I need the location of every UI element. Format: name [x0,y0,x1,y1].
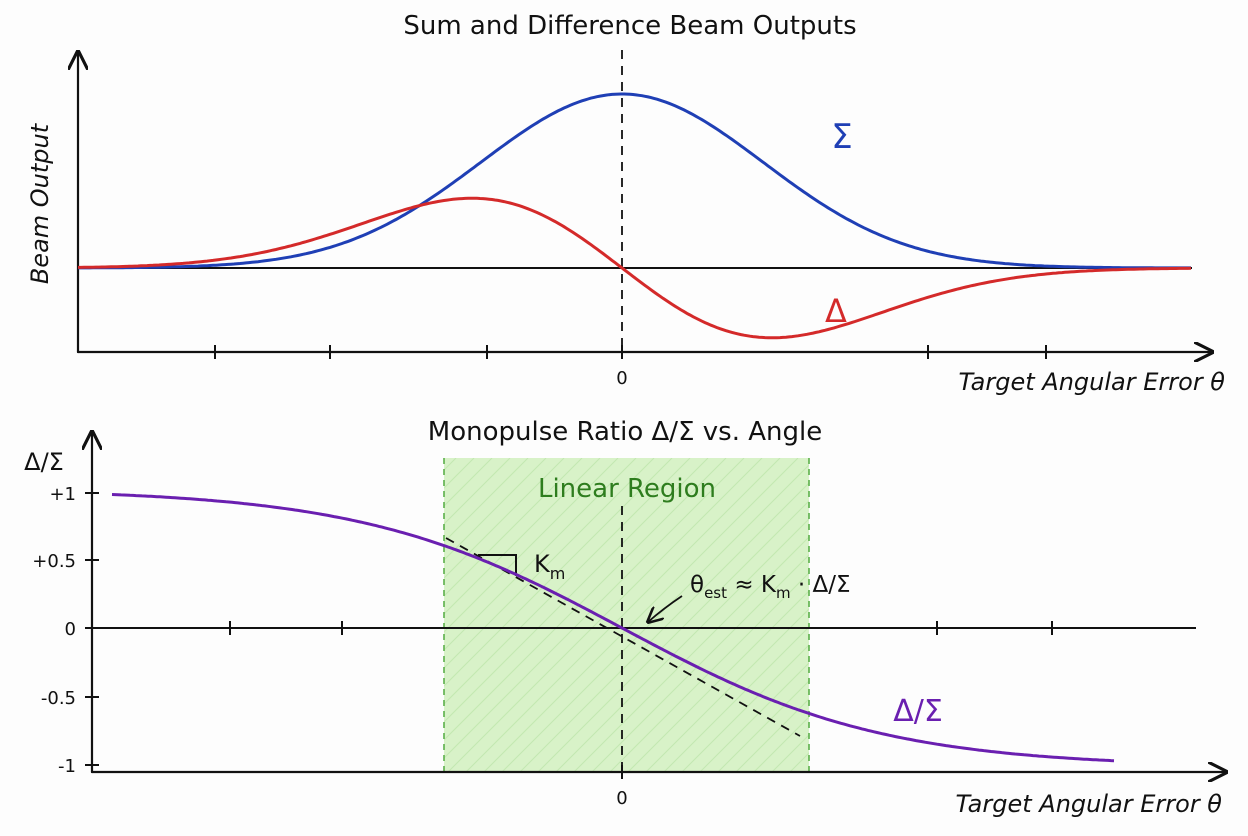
bottom-x-axis-label: Target Angular Error θ [956,790,1223,818]
hatch-line [444,458,529,543]
estimate-sub: est [704,584,727,602]
hatch-line [735,698,809,772]
linear-region-hatching [124,458,809,772]
hatch-line [444,458,709,723]
hatch-line [444,458,691,705]
ratio-curve-label: Δ/Σ [893,694,943,729]
hatch-line [444,458,727,741]
hatch-line [645,608,809,772]
hatch-line [444,458,565,579]
hatch-line [555,518,809,772]
top-panel: Sum and Difference Beam Outputs 0 Target… [26,11,1225,396]
estimate-sub2: m [776,584,791,602]
hatch-line [789,752,809,772]
hatch-line [444,458,655,669]
hatch-line [753,716,809,772]
estimate-formula: θest ≈ Km · Δ/Σ [690,572,851,602]
hatch-line [627,590,809,772]
hatch-line [444,458,583,597]
hatch-line [483,458,799,772]
hatch-line [609,572,809,772]
top-title: Sum and Difference Beam Outputs [403,11,856,41]
top-zero-tick-label: 0 [616,368,627,389]
slope-triangle [478,554,517,576]
estimate-approx-k: ≈ K [727,572,777,598]
linear-region-label: Linear Region [538,474,716,504]
bottom-panel: Monopulse Ratio Δ/Σ vs. Angle Linear Reg… [24,417,1226,818]
diff-curve-label: Δ [825,292,847,330]
hatch-line [444,458,457,471]
hatch-line [444,458,673,687]
bottom-zero-tick-label: 0 [616,788,627,809]
sum-beam-curve [78,92,1191,270]
hatch-line [681,644,809,772]
sum-curve-label: Σ [831,117,852,157]
ratio-curve [111,493,1115,763]
top-x-axis-label: Target Angular Error θ [959,368,1226,396]
hatch-line [519,482,809,772]
hatch-line [444,458,619,633]
hatch-line [699,662,809,772]
y-tick-label: 0 [65,619,76,640]
slope-label: Km [534,550,565,583]
hatch-line [807,770,809,772]
top-y-axis-label: Beam Output [26,122,54,284]
hatch-line [444,458,745,759]
slope-k: K [534,550,551,578]
hatch-line [444,458,637,651]
difference-beam-curve [78,196,1192,340]
slope-sub: m [550,564,566,583]
y-tick-label: -1 [58,756,76,777]
hatch-line [444,458,601,615]
hatch-line [447,458,763,772]
hatch-line [444,458,475,489]
y-tick-label: -0.5 [41,688,76,709]
bottom-title: Monopulse Ratio Δ/Σ vs. Angle [428,417,822,447]
bottom-y-axis-label: Δ/Σ [24,448,64,476]
hatch-line [591,554,809,772]
hatch-line [444,458,547,561]
y-tick-label: +1 [49,484,76,505]
hatch-line [537,500,809,772]
hatch-line [465,458,781,772]
hatch-line [663,626,809,772]
top-x-ticks [214,345,1047,359]
hatch-line [124,458,438,772]
hatch-line [573,536,809,772]
estimate-theta: θ [690,572,704,598]
estimate-rhs: · Δ/Σ [791,572,851,598]
hatch-line [444,458,511,525]
bottom-y-ticks: +1 +0.5 0 -0.5 -1 [32,484,99,777]
bottom-x-ticks [229,621,1053,779]
estimate-arrow [648,595,683,622]
y-tick-label: +0.5 [32,551,76,572]
